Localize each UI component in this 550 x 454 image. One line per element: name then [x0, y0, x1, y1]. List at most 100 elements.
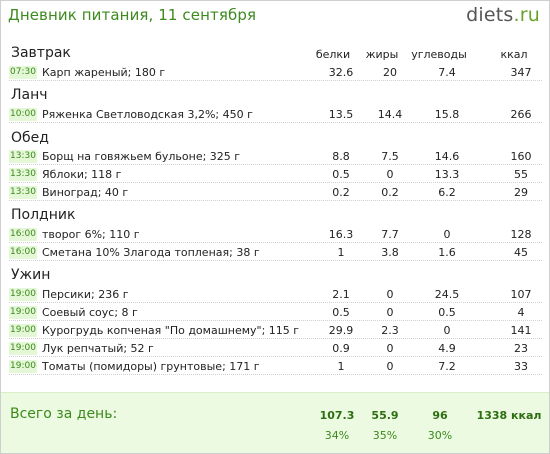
carbs-percent: 30% [427, 429, 453, 442]
carbs-value: 13.3 [434, 168, 460, 181]
kcal-value: 55 [514, 168, 528, 181]
row-divider [9, 374, 542, 375]
fat-value: 7.5 [381, 150, 399, 163]
row-divider [9, 80, 542, 81]
kcal-value: 266 [510, 108, 532, 121]
meal-title-snack: Полдник [11, 207, 76, 223]
row-divider [9, 122, 542, 123]
fat-value: 0 [386, 288, 394, 301]
carbs-value: 7.4 [438, 66, 456, 79]
meal-time: 19:00 [9, 360, 37, 373]
food-item-link[interactable]: Карп жареный; 180 г [42, 66, 166, 79]
row-divider [9, 338, 542, 339]
total-protein: 107.3 [319, 409, 355, 422]
carbs-value: 0.5 [438, 306, 456, 319]
row-divider [9, 242, 542, 243]
protein-value: 2.1 [332, 288, 350, 301]
fat-value: 0 [386, 168, 394, 181]
diets-logo[interactable]: diets.ru [466, 4, 540, 26]
table-row: 19:00 Соевый соус; 8 г 0.5 0 0.5 4 [9, 304, 542, 321]
column-header-fat: жиры [365, 48, 399, 61]
kcal-value: 128 [510, 228, 532, 241]
logo-tld: .ru [513, 4, 540, 26]
food-item-link[interactable]: Томаты (помидоры) грунтовые; 171 г [42, 360, 260, 373]
carbs-value: 0 [443, 324, 451, 337]
meal-time: 16:00 [9, 228, 37, 241]
kcal-value: 347 [510, 66, 532, 79]
meal-time: 19:00 [9, 306, 37, 319]
row-divider [9, 164, 542, 165]
carbs-value: 6.2 [438, 186, 456, 199]
carbs-value: 7.2 [438, 360, 456, 373]
food-item-link[interactable]: Виноград; 40 г [42, 186, 129, 199]
protein-value: 0.9 [332, 342, 350, 355]
meal-time: 16:00 [9, 246, 37, 259]
carbs-value: 1.6 [438, 246, 456, 259]
meal-time: 13:30 [9, 168, 37, 181]
food-item-link[interactable]: Сметана 10% Злагода топленая; 38 г [42, 246, 260, 259]
food-item-link[interactable]: Персики; 236 г [42, 288, 129, 301]
totals-label: Всего за день: [10, 406, 118, 422]
table-row: 19:00 Персики; 236 г 2.1 0 24.5 107 [9, 286, 542, 303]
row-divider [9, 200, 542, 201]
meal-time: 13:30 [9, 186, 37, 199]
protein-value: 32.6 [328, 66, 354, 79]
food-item-link[interactable]: Яблоки; 118 г [42, 168, 122, 181]
fat-value: 20 [383, 66, 397, 79]
table-row: 19:00 Лук репчатый; 52 г 0.9 0 4.9 23 [9, 340, 542, 357]
row-divider [9, 320, 542, 321]
table-row: 13:30 Борщ на говяжьем бульоне; 325 г 8.… [9, 148, 542, 165]
carbs-value: 24.5 [434, 288, 460, 301]
food-item-link[interactable]: творог 6%; 110 г [42, 228, 140, 241]
carbs-value: 0 [443, 228, 451, 241]
total-carbs: 96 [432, 409, 448, 422]
total-kcal: 1338 ккал [476, 409, 542, 422]
protein-value: 16.3 [328, 228, 354, 241]
fat-value: 7.7 [381, 228, 399, 241]
kcal-value: 141 [510, 324, 532, 337]
column-header-carbs: углеводы [411, 48, 467, 61]
table-row: 19:00 Томаты (помидоры) грунтовые; 171 г… [9, 358, 542, 375]
table-row: 10:00 Ряженка Светловодская 3,2%; 450 г … [9, 106, 542, 123]
row-divider [9, 182, 542, 183]
table-row: 07:30 Карп жареный; 180 г 32.6 20 7.4 34… [9, 64, 542, 81]
food-item-link[interactable]: Соевый соус; 8 г [42, 306, 138, 319]
row-divider [9, 356, 542, 357]
protein-value: 0.2 [332, 186, 350, 199]
fat-value: 0 [386, 306, 394, 319]
column-header-kcal: ккал [500, 48, 528, 61]
kcal-value: 4 [517, 306, 525, 319]
fat-value: 2.3 [381, 324, 399, 337]
fat-value: 14.4 [377, 108, 403, 121]
fat-value: 0.2 [381, 186, 399, 199]
carbs-value: 15.8 [434, 108, 460, 121]
meal-time: 19:00 [9, 342, 37, 355]
row-divider [9, 302, 542, 303]
table-row: 19:00 Курогрудь копченая "По домашнему";… [9, 322, 542, 339]
carbs-value: 14.6 [434, 150, 460, 163]
table-row: 16:00 творог 6%; 110 г 16.3 7.7 0 128 [9, 226, 542, 243]
meal-time: 10:00 [9, 108, 37, 121]
fat-value: 3.8 [381, 246, 399, 259]
fat-value: 0 [386, 342, 394, 355]
kcal-value: 45 [514, 246, 528, 259]
food-item-link[interactable]: Ряженка Светловодская 3,2%; 450 г [42, 108, 253, 121]
logo-main: diets [466, 4, 514, 26]
header: Дневник питания, 11 сентября diets.ru [8, 4, 542, 34]
protein-value: 0.5 [332, 168, 350, 181]
kcal-value: 29 [514, 186, 528, 199]
protein-value: 29.9 [328, 324, 354, 337]
protein-value: 13.5 [328, 108, 354, 121]
fat-value: 0 [386, 360, 394, 373]
row-divider [9, 260, 542, 261]
food-item-link[interactable]: Курогрудь копченая "По домашнему"; 115 г [42, 324, 300, 337]
food-item-link[interactable]: Лук репчатый; 52 г [42, 342, 154, 355]
meal-title-supper: Ужин [11, 267, 51, 283]
protein-value: 1 [337, 360, 345, 373]
kcal-value: 107 [510, 288, 532, 301]
kcal-value: 33 [514, 360, 528, 373]
page-title: Дневник питания, 11 сентября [8, 6, 257, 24]
table-row: 16:00 Сметана 10% Злагода топленая; 38 г… [9, 244, 542, 261]
meal-time: 13:30 [9, 150, 37, 163]
food-item-link[interactable]: Борщ на говяжьем бульоне; 325 г [42, 150, 241, 163]
